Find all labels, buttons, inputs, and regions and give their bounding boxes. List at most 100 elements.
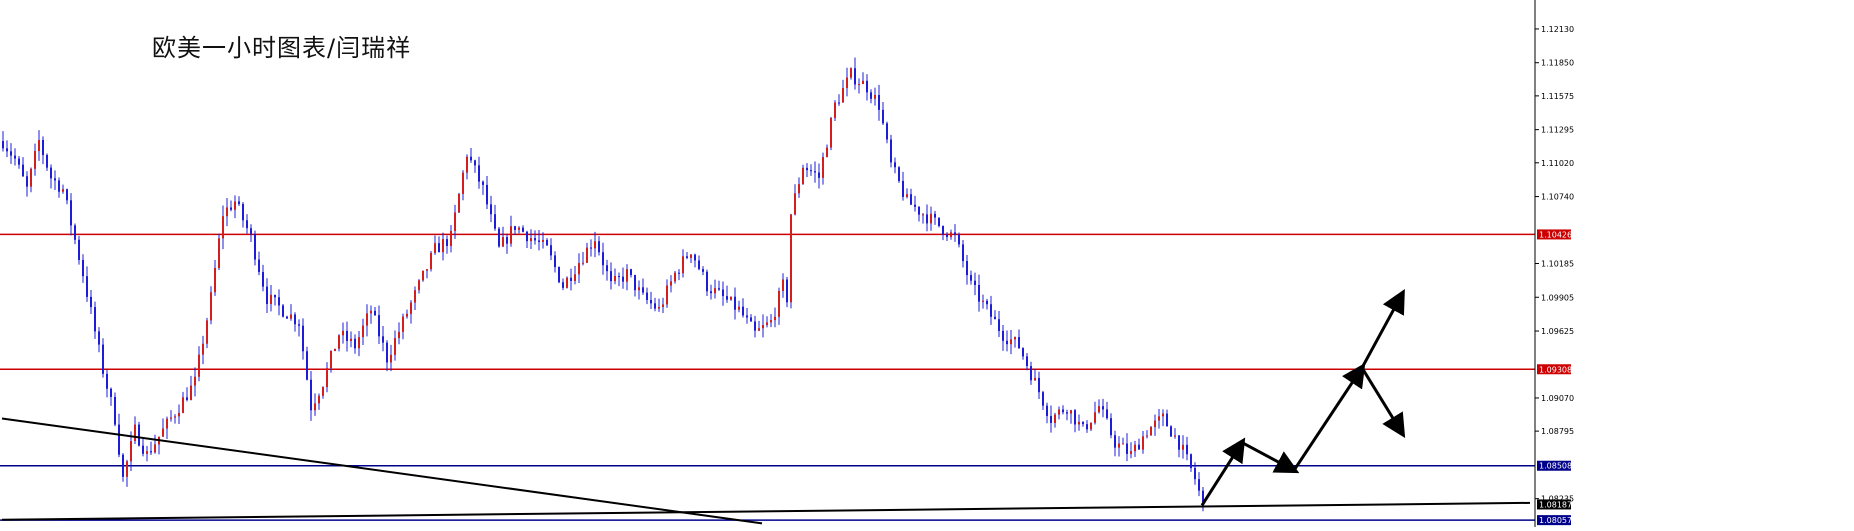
candle-body [1050, 416, 1052, 424]
candle-body [506, 237, 508, 244]
y-tick-label: 1.09070 [1541, 394, 1574, 403]
candle-body [370, 310, 372, 314]
candle-body [226, 207, 228, 217]
candle-body [1158, 416, 1160, 421]
candle-body [270, 294, 272, 305]
candle-body [790, 214, 792, 303]
candle-body [10, 151, 12, 156]
candle-body [474, 160, 476, 166]
candle-body [1018, 337, 1020, 349]
y-tick-label: 1.11295 [1541, 126, 1574, 135]
candle-body [610, 271, 612, 282]
candle-body [734, 296, 736, 310]
candle-body [794, 193, 796, 215]
candle-body [186, 397, 188, 400]
candle-body [966, 261, 968, 276]
candle-body [1090, 422, 1092, 430]
candle-body [222, 216, 224, 239]
candle-body [262, 272, 264, 287]
candle-body [614, 275, 616, 282]
candle-body [982, 300, 984, 302]
candle-body [1162, 413, 1164, 417]
candle-body [786, 279, 788, 303]
candle-body [82, 259, 84, 277]
candle-body [958, 234, 960, 245]
trend-line-0 [1, 417, 763, 525]
trend-line-1 [1, 501, 1531, 521]
y-tick-label: 1.11020 [1541, 159, 1574, 168]
candle-body [826, 147, 828, 158]
candle-body [1026, 356, 1028, 367]
candle-body [1130, 451, 1132, 454]
candle-body [894, 162, 896, 168]
forecast-arrows [1200, 288, 1406, 507]
candle-body [534, 238, 536, 241]
candle-body [462, 172, 464, 194]
candle-body [2, 141, 4, 149]
candle-body [818, 172, 820, 178]
candle-body [554, 255, 556, 268]
candles [2, 57, 1204, 512]
candle-body [974, 280, 976, 285]
forecast-arrow-2 [1292, 362, 1366, 472]
price-tags: 1.10426 1.09308 1.08508 1.08187 1.08057 [1537, 229, 1572, 526]
candle-body [310, 379, 312, 411]
candle-body [630, 269, 632, 276]
candle-body [350, 338, 352, 341]
candle-body [1110, 418, 1112, 436]
candle-body [446, 239, 448, 246]
forecast-arrow-1 [1241, 441, 1300, 474]
chart-title: 欧美一小时图表/闫瑞祥 [152, 34, 412, 62]
candle-body [278, 297, 280, 306]
candle-body [1010, 339, 1012, 345]
candle-body [714, 288, 716, 294]
candle-body [862, 80, 864, 85]
candle-body [74, 225, 76, 240]
candle-body [86, 276, 88, 297]
forecast-arrow-4 [1360, 367, 1406, 439]
candle-body [434, 243, 436, 253]
candle-body [358, 337, 360, 349]
candle-body [634, 275, 636, 291]
candle-body [106, 373, 108, 389]
candle-body [1146, 435, 1148, 437]
candle-body [834, 102, 836, 119]
candle-body [254, 233, 256, 260]
candle-body [54, 178, 56, 181]
candle-body [750, 317, 752, 322]
candle-body [514, 226, 516, 230]
candle-body [1082, 421, 1084, 425]
candle-body [878, 94, 880, 110]
candle-body [290, 314, 292, 319]
candle-body [802, 167, 804, 185]
candle-body [286, 316, 288, 319]
candle-body [698, 260, 700, 270]
candle-body [658, 306, 660, 309]
candle-body [246, 220, 248, 229]
candle-body [70, 200, 72, 226]
candle-body [378, 315, 380, 337]
candle-body [526, 231, 528, 242]
candle-body [838, 102, 840, 104]
candle-body [162, 428, 164, 437]
candle-body [930, 213, 932, 224]
candle-body [558, 267, 560, 283]
price-tag-label: 1.09308 [1539, 365, 1572, 374]
candle-body [206, 320, 208, 344]
candle-body [618, 275, 620, 277]
candle-body [1166, 413, 1168, 427]
candle-body [746, 315, 748, 318]
candle-body [1022, 348, 1024, 357]
price-tag-label: 1.10426 [1539, 230, 1572, 239]
candle-body [602, 252, 604, 266]
candle-body [1198, 479, 1200, 491]
y-tick-labels: 1.12130 1.11850 1.11575 1.11295 1.11020 1.107… [1535, 25, 1574, 504]
y-tick-label: 1.08795 [1541, 427, 1574, 436]
candle-body [638, 287, 640, 291]
candle-body [182, 397, 184, 413]
candle-body [94, 307, 96, 332]
candle-body [138, 424, 140, 446]
candle-body [1058, 409, 1060, 415]
candle-body [662, 304, 664, 307]
